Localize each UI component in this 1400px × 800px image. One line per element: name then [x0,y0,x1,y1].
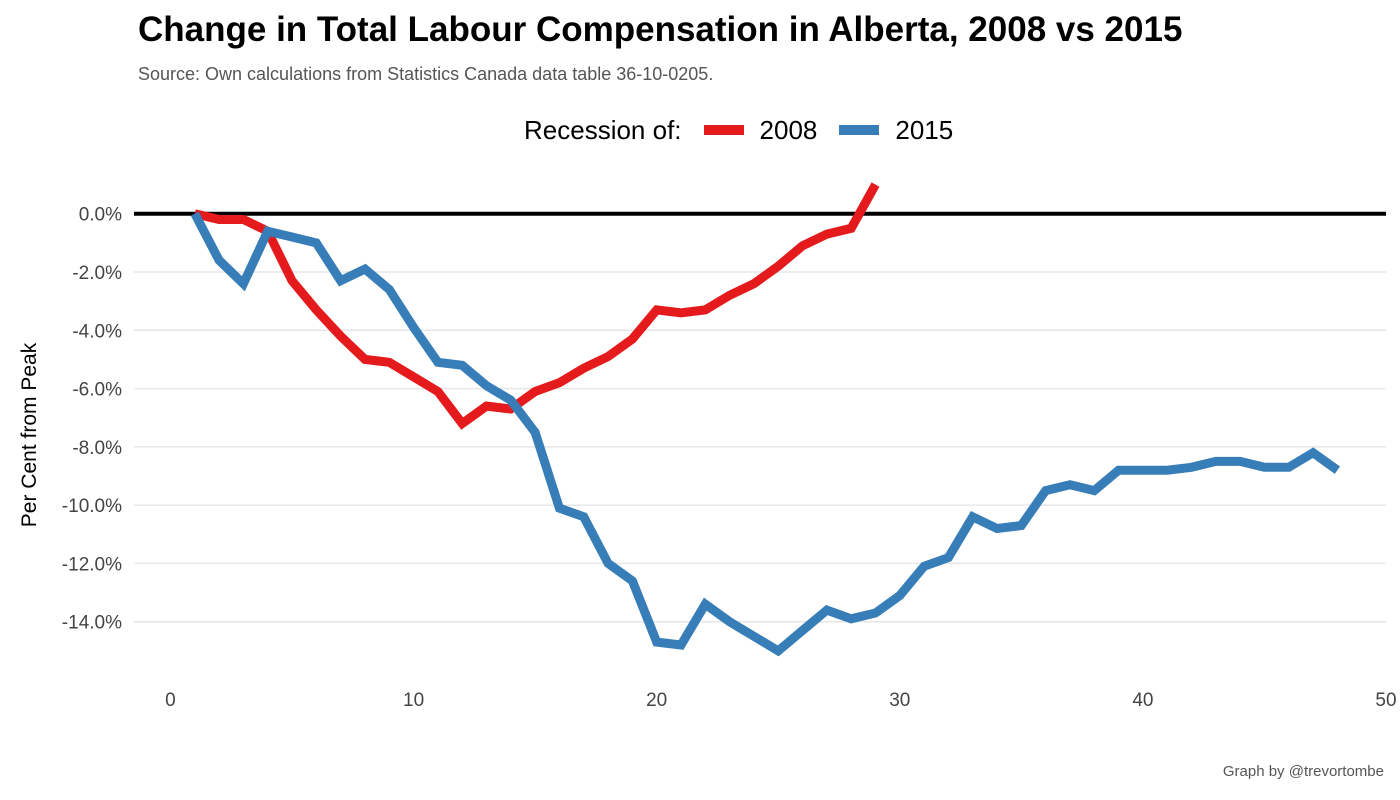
y-tick-label: 0.0% [79,205,122,226]
series-line-2008 [193,182,880,430]
y-tick-label: -10.0% [62,496,122,517]
x-tick-label: 0 [165,690,176,711]
series-lines [190,182,1341,657]
legend-label-2015: 2015 [895,114,954,145]
y-tick-label: -6.0% [72,380,122,401]
legend-swatch-2008 [703,125,744,135]
legend-swatch-2015 [839,125,880,135]
legend-item-2015: 2015 [839,115,953,146]
y-tick-label: -8.0% [72,438,122,459]
y-tick-label: -14.0% [62,613,122,634]
x-tick-label: 30 [889,690,910,711]
legend-label-2008: 2008 [759,114,818,145]
legend: Recession of: 2008 2015 [524,113,975,147]
series-line-2015 [190,211,1341,657]
y-tick-labels: 0.0% -2.0% -4.0% -6.0% -8.0% -10.0% -12.0% -14.… [62,205,122,634]
legend-title: Recession of: [524,114,682,145]
y-tick-label: -12.0% [62,554,122,575]
legend-item-2008: 2008 [703,114,818,146]
caption: Graph by @trevortombe [1222,763,1384,780]
x-tick-label: 50 [1375,690,1396,711]
chart-title: Change in Total Labour Compensation in A… [138,10,1183,49]
x-tick-labels: 0 10 20 30 40 50 [165,690,1396,711]
chart-subtitle: Source: Own calculations from Statistics… [138,64,714,84]
gridlines [134,271,1386,623]
x-tick-label: 40 [1132,690,1153,711]
x-tick-label: 10 [403,690,424,711]
x-tick-label: 20 [646,690,667,711]
y-tick-label: -4.0% [72,321,122,342]
y-axis-title: Per Cent from Peak [18,342,41,527]
y-tick-label: -2.0% [72,263,122,284]
